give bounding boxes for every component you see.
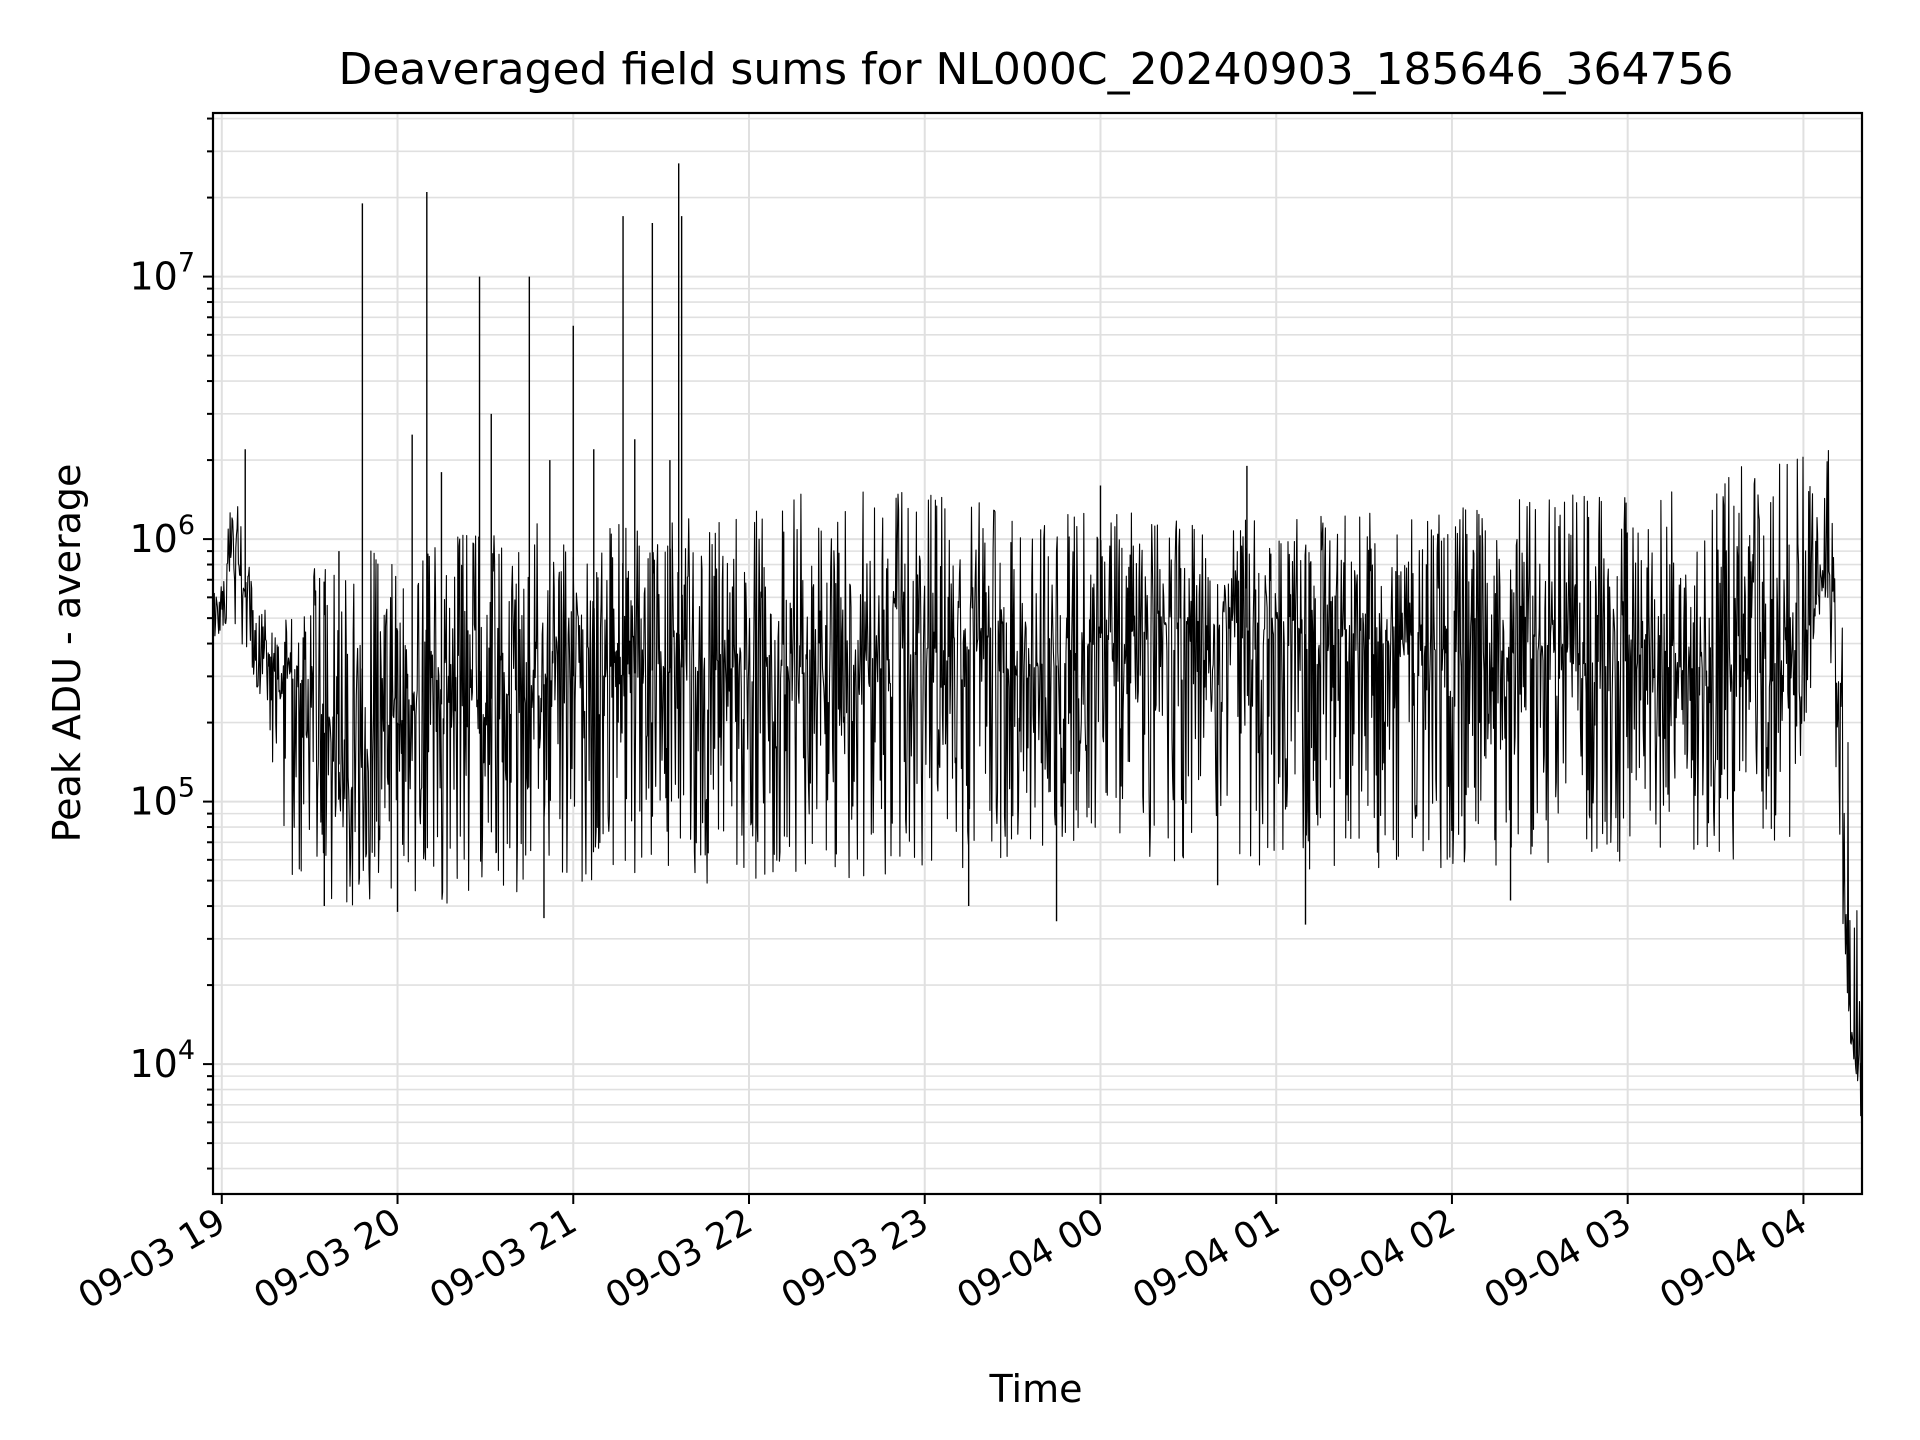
y-tick-label: 107 — [129, 248, 195, 299]
chart-title: Deaveraged field sums for NL000C_2024090… — [338, 44, 1733, 95]
y-tick-label-exponent: 6 — [178, 510, 195, 541]
plot-area-frame — [211, 111, 1864, 1196]
y-tick-label-base: 10 — [129, 780, 177, 824]
series-line — [212, 449, 1863, 1117]
x-axis-label: Time — [989, 1367, 1083, 1411]
y-tick-label: 105 — [129, 773, 195, 824]
y-tick-label-base: 10 — [129, 517, 177, 561]
y-axis-label: Peak ADU - average — [45, 464, 89, 843]
y-tick-label-exponent: 5 — [178, 773, 195, 804]
y-tick-label-base: 10 — [129, 1042, 177, 1086]
y-tick-label: 106 — [129, 510, 195, 561]
series-layer — [212, 163, 1863, 1117]
y-tick-label-exponent: 7 — [178, 248, 195, 279]
y-tick-label-exponent: 4 — [178, 1035, 195, 1066]
y-tick-label-base: 10 — [129, 255, 177, 299]
y-tick-label: 104 — [129, 1035, 195, 1086]
